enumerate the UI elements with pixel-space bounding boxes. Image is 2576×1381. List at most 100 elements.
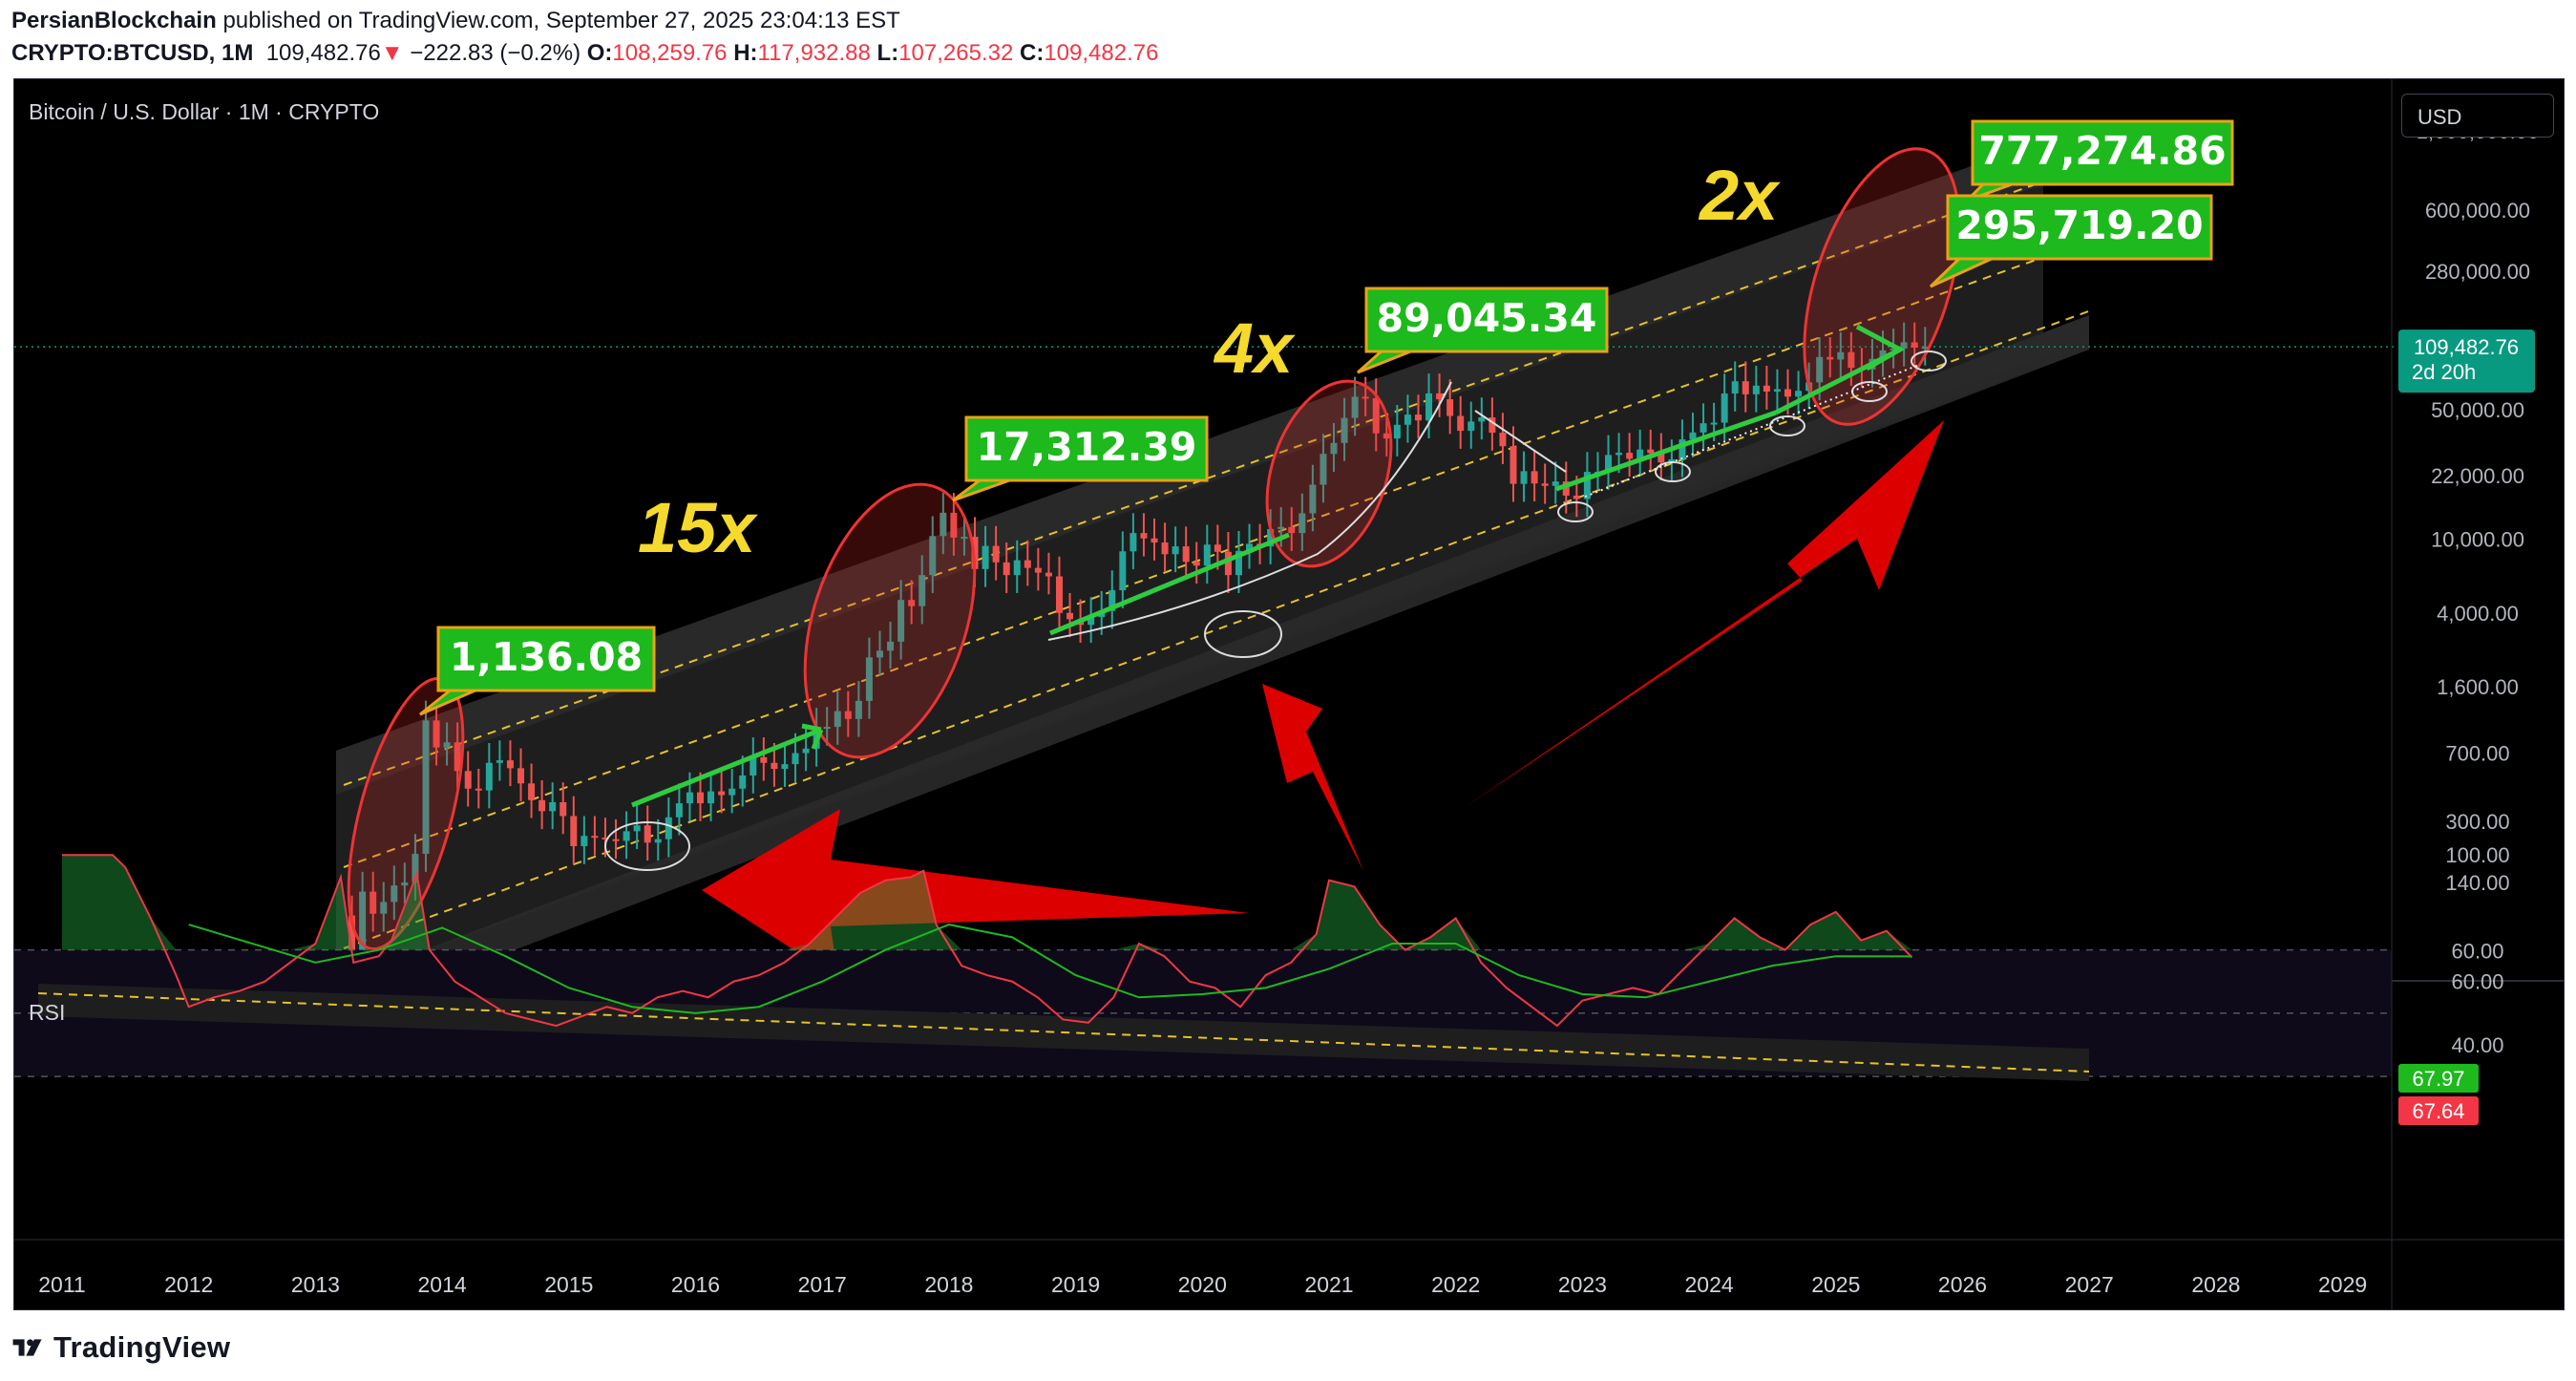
publisher-line: PersianBlockchain published on TradingVi… bbox=[11, 8, 900, 34]
rsi-value: 67.64 bbox=[2412, 1099, 2464, 1123]
red-arrow-left bbox=[702, 809, 1249, 979]
chart-area[interactable] bbox=[13, 78, 2565, 1310]
candle-body bbox=[359, 891, 367, 951]
candle-body bbox=[1393, 424, 1401, 439]
candle-body bbox=[992, 545, 1000, 563]
candle-body bbox=[517, 768, 525, 784]
candle-body bbox=[739, 775, 747, 789]
candle-body bbox=[1151, 538, 1158, 543]
time-axis: 2011 2012 2013 2014 2015 2016 2017 2018 2019 2020… bbox=[14, 79, 2564, 1309]
candle-body bbox=[1689, 432, 1697, 440]
year-tick-label: 2015 bbox=[544, 1272, 593, 1297]
trend-arrow-2019 bbox=[1049, 532, 1290, 636]
candle-body bbox=[1562, 481, 1570, 496]
channel-bottom-band bbox=[336, 315, 2089, 1018]
year-tick-label: 2024 bbox=[1685, 1272, 1734, 1297]
footer: TradingView bbox=[11, 1326, 230, 1370]
candle-body bbox=[1161, 542, 1169, 555]
current-price-tag bbox=[2398, 329, 2535, 393]
instrument-label[interactable]: Bitcoin / U.S. Dollar · 1M · CRYPTO bbox=[29, 99, 380, 124]
candle-body bbox=[422, 720, 430, 855]
candle-body bbox=[1267, 528, 1275, 547]
candle-body bbox=[623, 831, 630, 841]
candle-body bbox=[1013, 560, 1021, 576]
rsi-tick-label: 40.00 bbox=[2451, 1033, 2503, 1057]
year-tick-label: 2026 bbox=[1938, 1272, 1987, 1297]
candle-body bbox=[1510, 446, 1517, 484]
candles bbox=[348, 322, 1929, 969]
year-tick-label: 2017 bbox=[798, 1272, 847, 1297]
candle-body bbox=[1752, 385, 1760, 394]
candle-body bbox=[1446, 399, 1454, 416]
candle-body bbox=[485, 762, 493, 791]
candle-body bbox=[1109, 590, 1116, 611]
candle-body bbox=[412, 854, 419, 883]
candle-body bbox=[1414, 414, 1422, 421]
candle-body bbox=[802, 748, 810, 754]
candle-body bbox=[771, 762, 778, 770]
candle-body bbox=[1330, 442, 1338, 455]
candle-body bbox=[1742, 381, 1749, 394]
currency-button[interactable]: USD bbox=[2401, 94, 2554, 138]
candle-body bbox=[654, 839, 662, 843]
candle-body bbox=[1668, 458, 1676, 463]
rsi-trend-line bbox=[37, 992, 2090, 1073]
year-tick-label: 2019 bbox=[1051, 1272, 1100, 1297]
candle-body bbox=[1372, 398, 1380, 434]
candle-body bbox=[1436, 393, 1444, 400]
symbol-label: CRYPTO:BTCUSD, 1M bbox=[11, 40, 254, 66]
accumulation-circle-2015 bbox=[604, 821, 690, 871]
tradingview-logo-icon[interactable] bbox=[11, 1336, 44, 1359]
open-value: 108,259.76 bbox=[612, 40, 728, 66]
price-tick-label: 4,000.00 bbox=[2437, 602, 2519, 626]
candle-body bbox=[1795, 391, 1803, 397]
rsi-tag bbox=[2398, 1096, 2479, 1125]
label-text: 777,274.86 bbox=[1978, 128, 2226, 174]
candle-body bbox=[1911, 342, 1918, 348]
candle-body bbox=[792, 753, 799, 765]
tradingview-brand[interactable]: TradingView bbox=[53, 1330, 231, 1364]
multiplier-2x: 2x bbox=[1698, 156, 1781, 235]
candle-body bbox=[348, 915, 356, 951]
price-tick-label: 280,000.00 bbox=[2425, 260, 2530, 284]
multiplier-15x: 15x bbox=[638, 488, 758, 567]
candle-body bbox=[823, 727, 831, 730]
year-tick-label: 2028 bbox=[2191, 1272, 2240, 1297]
decline-arrow-2022 bbox=[1474, 410, 1567, 473]
candle-body bbox=[528, 783, 536, 800]
support-dotted bbox=[1584, 364, 1920, 498]
change-down-icon: ▼ bbox=[380, 40, 404, 66]
year-tick-label: 2012 bbox=[164, 1272, 213, 1297]
candle-body bbox=[1362, 396, 1369, 399]
candle-body bbox=[454, 742, 461, 772]
label-box bbox=[1946, 194, 2213, 261]
candle-body bbox=[443, 742, 451, 748]
candle-body bbox=[728, 788, 736, 796]
candle-body bbox=[1731, 381, 1739, 394]
candle-body bbox=[1879, 350, 1887, 359]
candle-body bbox=[1055, 576, 1063, 613]
cycle-ellipse-2021 bbox=[1265, 379, 1393, 568]
high-value: 117,932.88 bbox=[757, 40, 871, 66]
open-label: O: bbox=[586, 40, 613, 66]
label-box bbox=[1364, 287, 1609, 353]
candle-body bbox=[1531, 471, 1538, 484]
candle-body bbox=[1235, 550, 1242, 576]
channel-dash-2 bbox=[343, 243, 2082, 868]
candle-body bbox=[1773, 389, 1781, 393]
rsi-line bbox=[62, 854, 1913, 1028]
label-box bbox=[436, 626, 656, 692]
candle-body bbox=[612, 839, 620, 841]
candle-body bbox=[1478, 417, 1486, 422]
candle-body bbox=[506, 760, 514, 769]
candle-body bbox=[1193, 562, 1200, 566]
publisher-name[interactable]: PersianBlockchain bbox=[11, 8, 217, 33]
candle-body bbox=[675, 803, 683, 818]
candle-body bbox=[475, 788, 482, 791]
rsi-ma-value: 67.97 bbox=[2412, 1067, 2464, 1091]
rsi-pane: RSI 100.00 60.00 40.00 67.97 67.64 bbox=[14, 843, 2564, 1125]
candle-body bbox=[1130, 533, 1137, 552]
trend-arrow-head bbox=[1855, 324, 1906, 372]
price-tick-label: 50,000.00 bbox=[2431, 398, 2524, 422]
